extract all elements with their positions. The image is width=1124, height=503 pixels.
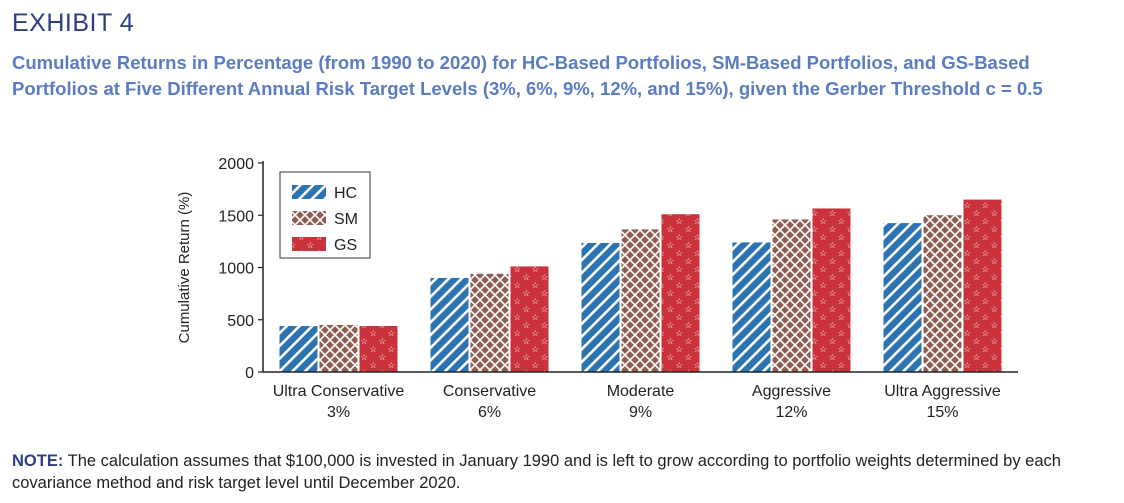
footnote: NOTE: The calculation assumes that $100,… (12, 450, 1112, 494)
note-label: NOTE: (12, 452, 64, 470)
exhibit-label: EXHIBIT 4 (12, 9, 135, 37)
chart-title: Cumulative Returns in Percentage (from 1… (12, 52, 1043, 99)
bar-hc (883, 223, 922, 372)
bar-hc (279, 326, 318, 372)
x-risk-label: 9% (629, 404, 652, 421)
bar-hc (430, 277, 469, 372)
x-category-label: Conservative (443, 383, 536, 400)
legend-swatch-hc (292, 185, 326, 199)
y-tick-label: 0 (245, 365, 254, 382)
bar-gs (359, 326, 398, 372)
legend-label-gs: GS (334, 237, 357, 254)
x-axis: Ultra Conservative 3% Conservative 6% Modera… (263, 371, 1018, 421)
legend: HC SM GS (279, 171, 371, 259)
x-category-label: Aggressive (752, 383, 831, 400)
bar-sm (470, 273, 509, 372)
y-axis-title: Cumulative Return (%) (176, 192, 193, 344)
y-tick-label: 1500 (218, 208, 254, 225)
legend-swatch-gs (292, 237, 326, 251)
legend-swatch-sm (292, 211, 326, 225)
legend-label-hc: HC (334, 185, 357, 202)
y-tick-label: 500 (227, 313, 254, 330)
bar-sm (772, 219, 811, 372)
x-category-label: Ultra Aggressive (884, 383, 1001, 400)
bar-sm (319, 324, 358, 372)
x-risk-label: 6% (478, 404, 501, 421)
y-axis: 0 500 1000 1500 2000 Cumulative Return (%) (176, 156, 264, 382)
bars (279, 199, 1002, 372)
note-text: The calculation assumes that $100,000 is… (12, 452, 1061, 492)
bar-hc (581, 242, 620, 372)
bar-gs (661, 214, 700, 372)
y-tick-label: 1000 (218, 261, 254, 278)
x-risk-label: 15% (926, 404, 958, 421)
bar-hc (732, 242, 771, 372)
bar-sm (621, 229, 660, 372)
x-category-label: Ultra Conservative (273, 383, 405, 400)
bar-gs (812, 208, 851, 372)
bar-gs (963, 199, 1002, 372)
x-risk-label: 3% (327, 404, 350, 421)
y-tick-label: 2000 (218, 156, 254, 173)
bar-gs (510, 266, 549, 372)
bar-sm (923, 215, 962, 372)
x-category-label: Moderate (607, 383, 675, 400)
legend-label-sm: SM (334, 211, 358, 228)
x-risk-label: 12% (775, 404, 807, 421)
